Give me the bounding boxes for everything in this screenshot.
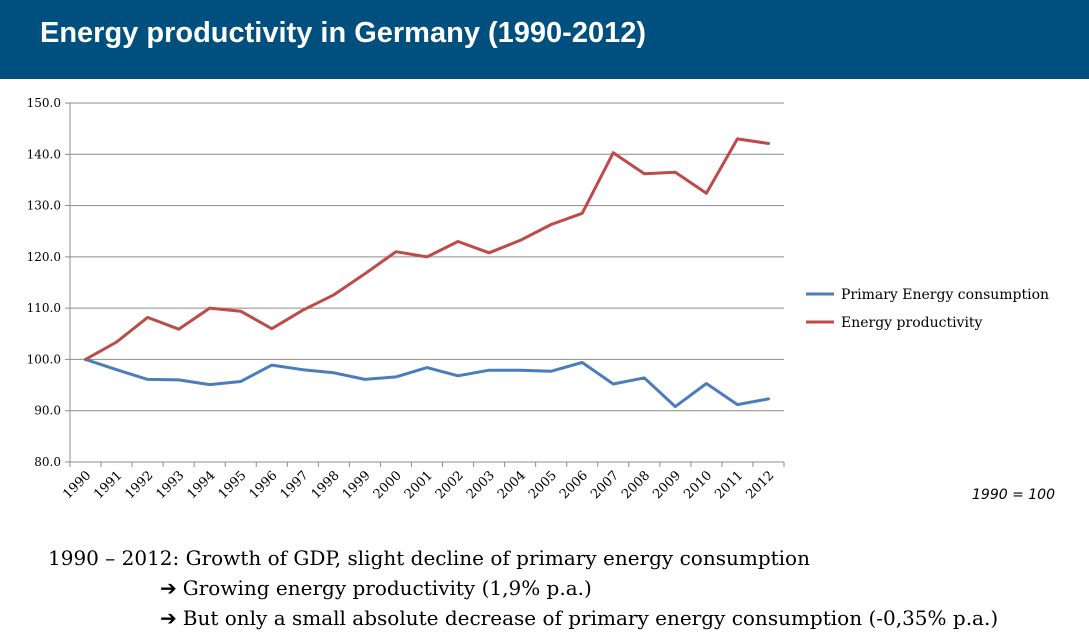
- x-tick-label: 1990: [60, 468, 94, 502]
- x-tick-label: 2002: [433, 468, 467, 502]
- x-tick-label: 2012: [743, 468, 777, 502]
- page-title: Energy productivity in Germany (1990-201…: [40, 17, 646, 49]
- x-tick-label: 2007: [588, 468, 622, 502]
- x-tick-label: 2006: [557, 468, 591, 502]
- title-banner: Energy productivity in Germany (1990-201…: [0, 0, 1089, 79]
- x-tick-label: 2000: [371, 468, 405, 502]
- x-tick-label: 2003: [464, 468, 498, 502]
- chart-gridlines: [70, 102, 784, 412]
- caption-bullet-1-text: Growing energy productivity (1,9% p.a.): [182, 576, 592, 600]
- chart-axes: [65, 102, 785, 467]
- x-tick-label: 1996: [247, 468, 281, 502]
- x-axis-tick-labels: 1990199119921993199419951996199719981999…: [60, 468, 777, 502]
- x-tick-label: 1998: [309, 468, 343, 502]
- legend-label-1: Primary Energy consumption: [841, 287, 1049, 303]
- y-tick-label: 100.0: [27, 352, 61, 366]
- x-tick-label: 1995: [216, 468, 250, 502]
- baseline-note: 1990 = 100: [972, 487, 1055, 503]
- x-tick-label: 1999: [340, 468, 374, 502]
- x-tick-label: 2005: [526, 468, 560, 502]
- arrow-right-icon: ➔: [160, 576, 177, 600]
- x-tick-label: 1991: [91, 468, 125, 502]
- x-tick-label: 1992: [122, 468, 156, 502]
- y-tick-label: 110.0: [27, 301, 61, 315]
- caption-bullet-1: ➔ Growing energy productivity (1,9% p.a.): [160, 576, 592, 600]
- x-tick-label: 1997: [278, 468, 312, 502]
- series-line-1: [84, 357, 770, 409]
- caption-bullet-2-text: But only a small absolute decrease of pr…: [182, 606, 999, 630]
- arrow-right-icon: ➔: [160, 606, 177, 630]
- legend-label-2: Energy productivity: [841, 315, 983, 331]
- series-line-2: [84, 137, 770, 361]
- y-axis-tick-labels: 80.0 90.0 100.0 110.0 120.0 130.0 140.0 150.0: [27, 96, 61, 469]
- x-tick-label: 2004: [495, 468, 529, 502]
- x-tick-label: 2001: [402, 468, 436, 502]
- chart-legend: Primary Energy consumption Energy product…: [806, 287, 1049, 331]
- x-tick-label: 1994: [185, 468, 219, 502]
- x-tick-label: 2011: [712, 468, 746, 502]
- caption-bullet-2: ➔ But only a small absolute decrease of p…: [160, 606, 998, 630]
- y-tick-label: 140.0: [27, 147, 61, 161]
- y-tick-label: 150.0: [27, 96, 61, 110]
- y-tick-label: 80.0: [34, 455, 61, 469]
- x-tick-label: 2009: [650, 468, 684, 502]
- x-tick-label: 2010: [681, 468, 715, 502]
- caption-summary: 1990 – 2012: Growth of GDP, slight decli…: [48, 546, 810, 570]
- x-tick-label: 2008: [619, 468, 653, 502]
- y-tick-label: 130.0: [27, 199, 61, 213]
- y-tick-label: 90.0: [34, 404, 61, 418]
- line-chart: 80.0 90.0 100.0 110.0 120.0 130.0 140.0 150.0 1…: [27, 96, 1049, 502]
- x-tick-label: 1993: [153, 468, 187, 502]
- y-tick-label: 120.0: [27, 250, 61, 264]
- chart-series: [84, 137, 770, 409]
